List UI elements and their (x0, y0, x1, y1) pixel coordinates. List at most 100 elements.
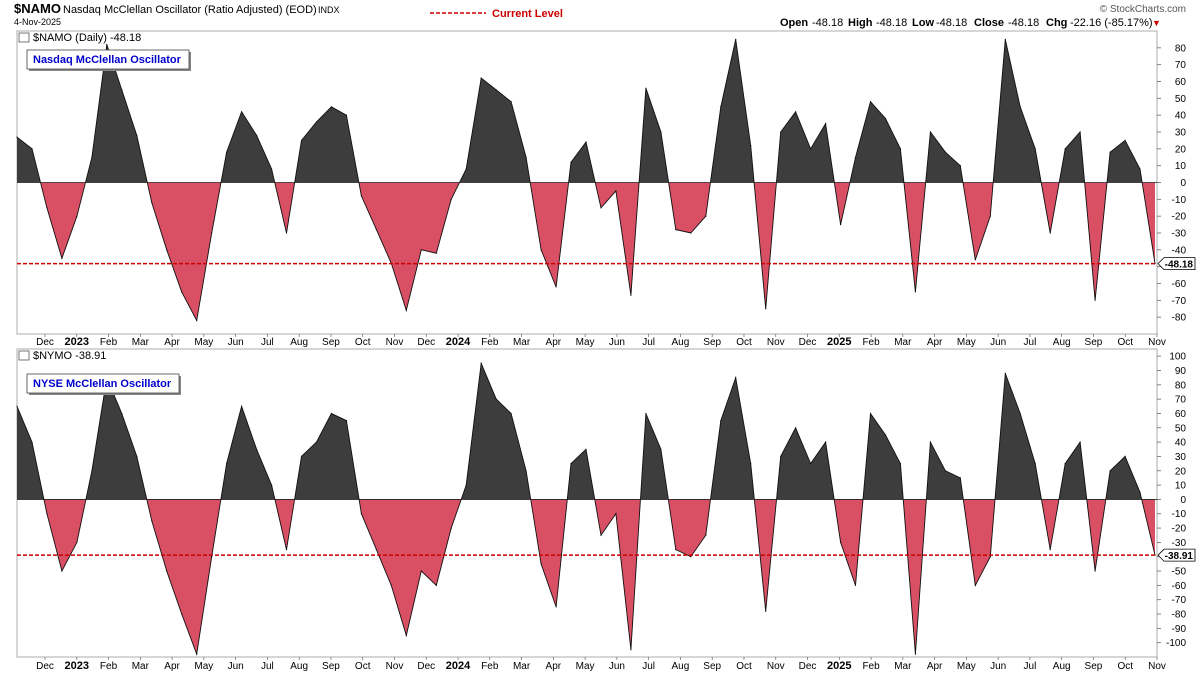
data-point (869, 101, 872, 103)
data-point (899, 148, 902, 150)
x-tick-label: 2025 (827, 660, 851, 672)
x-tick-label: Jun (609, 661, 625, 672)
data-point (989, 215, 991, 217)
data-point (1004, 372, 1006, 374)
x-tick-label: Jul (1024, 661, 1037, 672)
data-point (959, 165, 961, 167)
ohlc-open-label: Open (780, 17, 808, 29)
data-point (645, 412, 647, 415)
data-point (899, 463, 902, 465)
data-point (974, 584, 976, 587)
data-point (780, 455, 782, 457)
ohlc-low-label: Low (912, 17, 934, 29)
data-point (884, 117, 887, 120)
y-tick-label: 60 (1175, 77, 1187, 88)
data-point (241, 111, 243, 113)
panel-collapse-icon[interactable] (18, 32, 30, 43)
data-point (1094, 570, 1096, 572)
data-point (540, 249, 542, 251)
x-tick-label: Mar (894, 661, 912, 672)
data-point (690, 232, 692, 234)
panel-label: $NYMO -38.91 (33, 350, 106, 362)
data-point (405, 634, 407, 637)
data-point (1004, 38, 1006, 41)
x-tick-label: Sep (703, 661, 721, 672)
data-point (31, 148, 33, 150)
data-point (510, 101, 512, 103)
x-tick-label: Dec (417, 337, 435, 348)
x-tick-label: Feb (862, 337, 880, 348)
data-point (929, 131, 932, 133)
data-point (555, 286, 557, 288)
x-tick-label: Dec (417, 661, 435, 672)
data-point (825, 123, 827, 125)
data-point (585, 141, 587, 143)
y-tick-label: 60 (1175, 409, 1187, 420)
data-point (480, 362, 482, 364)
header-symbol: $NAMO (14, 1, 61, 16)
data-point (869, 412, 872, 415)
y-tick-label: 20 (1175, 466, 1187, 477)
data-point (1064, 463, 1066, 465)
y-tick-label: -60 (1172, 279, 1187, 290)
data-point (61, 570, 63, 572)
y-tick-label: -20 (1172, 524, 1187, 535)
data-point (300, 455, 303, 457)
data-point (241, 405, 243, 407)
y-tick-label: 0 (1180, 178, 1186, 189)
data-point (315, 441, 318, 443)
data-point (705, 215, 707, 217)
ohlc-open-value: -48.18 (812, 17, 843, 29)
x-tick-label: Oct (1117, 661, 1133, 672)
x-tick-label: May (576, 337, 595, 348)
x-tick-label: Oct (1117, 337, 1133, 348)
data-point (375, 549, 377, 551)
panel-label: $NAMO (Daily) -48.18 (33, 32, 141, 44)
data-point (330, 106, 332, 108)
data-point (944, 470, 947, 472)
data-point (16, 136, 18, 138)
y-tick-label: 70 (1175, 60, 1187, 71)
data-point (256, 134, 258, 136)
x-tick-label: Nov (1148, 337, 1166, 348)
data-point (31, 441, 33, 443)
y-tick-label: 30 (1175, 452, 1187, 463)
data-point (1019, 412, 1021, 415)
y-tick-label: 100 (1169, 352, 1186, 363)
data-point (121, 89, 123, 91)
data-point (256, 448, 258, 450)
title-box (26, 373, 180, 394)
data-point (795, 427, 797, 429)
data-point (211, 556, 213, 558)
y-tick-label: -70 (1172, 595, 1187, 606)
x-tick-label: Mar (513, 337, 531, 348)
data-point (360, 513, 362, 515)
y-tick-label: -30 (1172, 229, 1187, 240)
data-point (974, 259, 976, 261)
data-point (285, 549, 288, 551)
series-area-positive (17, 363, 1155, 500)
x-tick-label: Sep (1085, 337, 1103, 348)
panel-collapse-icon[interactable] (18, 350, 30, 361)
x-tick-label: Oct (355, 661, 371, 672)
y-tick-label: 10 (1175, 481, 1187, 492)
y-tick-label: -60 (1172, 581, 1187, 592)
data-point (795, 111, 797, 113)
data-point (435, 252, 437, 254)
x-tick-label: Feb (100, 337, 118, 348)
data-point (76, 215, 78, 217)
x-tick-label: Aug (1053, 337, 1071, 348)
x-tick-label: Dec (799, 337, 817, 348)
data-point (854, 156, 857, 158)
data-point (315, 121, 318, 123)
data-point (345, 420, 347, 422)
data-point (570, 161, 572, 163)
data-point (46, 513, 48, 515)
data-point (615, 513, 617, 515)
data-point (555, 606, 557, 608)
x-tick-label: Jul (642, 337, 655, 348)
data-point (196, 653, 198, 655)
down-arrow-icon: ▼ (1152, 18, 1161, 28)
x-tick-label: May (576, 661, 595, 672)
data-point (989, 556, 991, 558)
